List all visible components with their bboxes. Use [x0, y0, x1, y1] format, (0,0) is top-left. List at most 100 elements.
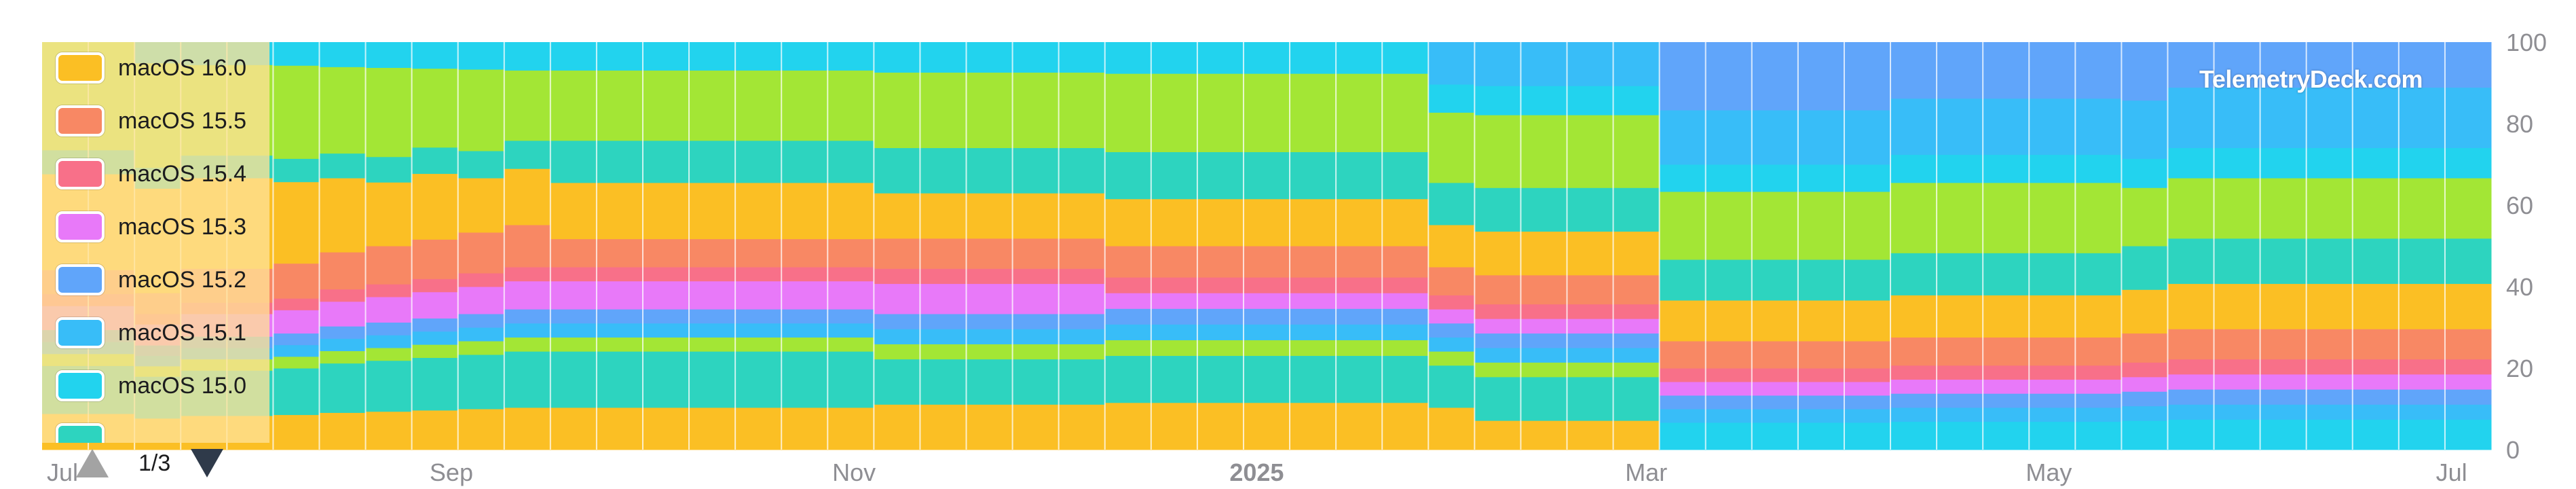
band-series-9-week-26 [1243, 198, 1290, 247]
band-series-5-week-20 [966, 314, 1013, 329]
band-series-0-week-28 [1336, 402, 1383, 450]
band-series-4-week-7 [365, 335, 413, 348]
band-series-11-week-52 [2444, 178, 2492, 239]
band-series-2-week-31 [1474, 362, 1521, 378]
band-series-6-week-34 [1613, 319, 1660, 334]
band-macos-15-0-week-5 [273, 42, 320, 66]
legend-item-macos-15-0[interactable]: macOS 15.0 [56, 367, 246, 405]
band-macos-15-2-week-49 [2306, 42, 2353, 88]
band-series-5-week-27 [1290, 308, 1337, 325]
band-series-11-week-35 [1659, 192, 1706, 260]
band-series-6-week-37 [1751, 382, 1799, 396]
band-macos-15-0-week-30 [1428, 84, 1475, 113]
legend-prev-page-arrow-icon[interactable] [76, 449, 109, 477]
band-macos-15-2-week-35 [1659, 42, 1706, 111]
band-series-10-week-25 [1197, 151, 1244, 200]
band-series-6-week-17 [827, 280, 874, 310]
band-series-2-week-25 [1197, 340, 1244, 357]
band-series-6-week-20 [966, 283, 1013, 314]
band-series-5-week-26 [1243, 308, 1290, 325]
band-macos-15-0-week-8 [411, 42, 459, 69]
band-series-1-week-31 [1474, 376, 1521, 421]
band-series-8-week-43 [2029, 337, 2076, 366]
legend-item-macos-15-1[interactable]: macOS 15.1 [56, 314, 246, 352]
band-series-8-week-12 [596, 238, 643, 268]
legend-item-macos-16-0[interactable]: macOS 16.0 [56, 49, 246, 87]
band-series-10-week-7 [365, 156, 413, 183]
chart-legend: macOS 16.0 macOS 15.5 macOS 15.4 macOS 1… [42, 42, 269, 443]
band-macos-15-2-week-39 [1844, 42, 1891, 111]
band-series-6-week-44 [2075, 379, 2122, 394]
band-series-9-week-18 [874, 193, 920, 239]
legend-item-macos-15-3[interactable]: macOS 15.3 [56, 208, 246, 246]
band-series-6-week-41 [1937, 379, 1983, 394]
band-series-5-week-29 [1382, 308, 1429, 325]
band-series-5-week-41 [1937, 393, 1983, 408]
band-series-2-week-16 [781, 337, 828, 352]
band-macos-15-2-week-37 [1751, 42, 1799, 111]
band-series-10-week-29 [1382, 151, 1429, 200]
band-series-0-week-23 [1104, 402, 1152, 450]
band-series-6-week-16 [781, 280, 828, 310]
band-series-10-week-34 [1613, 187, 1660, 232]
band-macos-15-0-week-45 [2121, 158, 2168, 188]
band-series-8-week-24 [1151, 246, 1198, 278]
band-macos-15-1-week-46 [2167, 87, 2215, 149]
band-series-7-week-46 [2167, 359, 2215, 375]
band-series-2-week-8 [411, 344, 459, 359]
band-series-0-week-31 [1474, 420, 1521, 450]
band-series-5-week-13 [642, 309, 690, 324]
band-series-1-week-30 [1428, 365, 1475, 408]
band-series-9-week-20 [966, 193, 1013, 239]
band-series-5-week-23 [1104, 308, 1152, 325]
band-macos-15-1-week-35 [1659, 110, 1706, 165]
band-series-5-week-25 [1197, 308, 1244, 325]
band-series-6-week-10 [504, 280, 551, 310]
band-series-5-week-15 [735, 309, 782, 324]
legend-next-page-arrow-icon[interactable] [191, 449, 224, 477]
band-series-11-week-48 [2260, 178, 2307, 239]
legend-item-macos-15-2[interactable]: macOS 15.2 [56, 261, 246, 299]
band-macos-15-0-week-46 [2167, 147, 2215, 179]
band-series-7-week-50 [2352, 359, 2400, 375]
band-series-9-week-35 [1659, 300, 1706, 342]
band-series-9-week-48 [2260, 283, 2307, 329]
band-series-4-week-24 [1151, 324, 1198, 340]
legend-item-macos-15-5[interactable]: macOS 15.5 [56, 102, 246, 140]
band-macos-15-1-week-30 [1428, 42, 1475, 85]
legend-item-macos-15-4[interactable]: macOS 15.4 [56, 155, 246, 193]
legend-swatch [56, 317, 105, 348]
y-tick-label: 0 [2506, 436, 2520, 464]
band-series-9-week-44 [2075, 295, 2122, 338]
band-series-4-week-20 [966, 329, 1013, 344]
band-series-9-week-37 [1751, 300, 1799, 342]
band-series-0-week-14 [689, 407, 736, 450]
band-macos-15-1-week-37 [1751, 110, 1799, 165]
band-series-4-week-33 [1567, 348, 1614, 363]
band-series-6-week-50 [2352, 374, 2400, 390]
band-series-2-week-6 [319, 350, 367, 364]
band-macos-15-2-week-44 [2075, 42, 2122, 99]
band-macos-15-0-week-34 [1613, 86, 1660, 115]
band-series-3-week-50 [2352, 419, 2400, 450]
band-series-6-week-13 [642, 280, 690, 310]
band-series-11-week-22 [1058, 72, 1106, 149]
band-series-5-week-16 [781, 309, 828, 324]
band-series-11-week-23 [1104, 73, 1152, 153]
band-series-1-week-13 [642, 351, 690, 408]
band-series-10-week-38 [1797, 259, 1845, 301]
band-series-0-week-24 [1151, 402, 1198, 450]
band-series-4-week-5 [273, 344, 320, 357]
band-series-11-week-9 [458, 69, 505, 151]
band-series-10-week-32 [1520, 187, 1567, 232]
band-series-6-week-22 [1058, 283, 1106, 314]
band-series-11-week-42 [1983, 182, 2030, 253]
band-series-8-week-13 [642, 238, 690, 268]
band-series-1-week-25 [1197, 355, 1244, 403]
band-series-6-week-38 [1797, 382, 1845, 396]
band-series-0-week-13 [642, 407, 690, 450]
band-series-7-week-40 [1890, 365, 1937, 380]
band-macos-15-0-week-44 [2075, 154, 2122, 183]
band-series-7-week-14 [689, 267, 736, 282]
band-series-3-week-36 [1705, 422, 1753, 450]
